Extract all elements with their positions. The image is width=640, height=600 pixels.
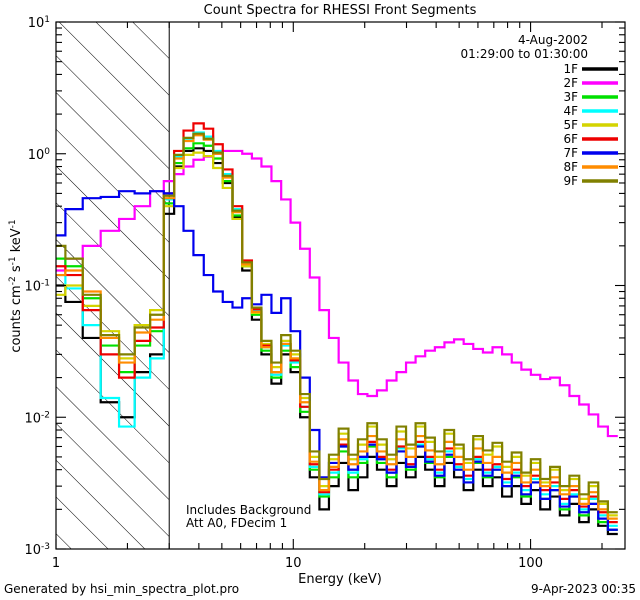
y-tick-label: 10-2 [24, 410, 50, 426]
spectra-curves [56, 122, 618, 536]
y-tick-label: 101 [28, 15, 50, 31]
y-axis-label-c: keV [9, 228, 24, 256]
y-axis-label-c-sup: -1 [8, 219, 18, 228]
x-tick-label: 1 [52, 556, 60, 571]
annotation-line-2: Att A0, FDecim 1 [186, 516, 287, 530]
y-axis-label-b-sup: -1 [8, 256, 18, 265]
legend-label-1F: 1F [563, 62, 578, 76]
legend-label-7F: 7F [563, 146, 578, 160]
legend-label-2F: 2F [563, 76, 578, 90]
y-tick-label: 100 [28, 147, 51, 163]
footer-right: 9-Apr-2023 00:35 [531, 582, 636, 596]
x-tick-label: 100 [518, 556, 543, 571]
x-axis-label: Energy (keV) [298, 572, 382, 587]
chart-title: Count Spectra for RHESSI Front Segments [204, 3, 477, 18]
legend-label-5F: 5F [563, 118, 578, 132]
observation-interval: 01:29:00 to 01:30:00 [461, 47, 588, 61]
annotation-line-1: Includes Background [186, 503, 311, 517]
y-tick-label: 10-3 [24, 542, 50, 558]
legend-label-9F: 9F [563, 174, 578, 188]
y-axis-label-a-sup: -2 [8, 276, 18, 285]
legend-label-3F: 3F [563, 90, 578, 104]
x-tick-labels: 1 10 100 [52, 556, 543, 571]
y-axis-label: counts cm-2 s-1 keV-1 [8, 219, 24, 352]
observation-date: 4-Aug-2002 [518, 33, 588, 47]
footer-left: Generated by hsi_min_spectra_plot.pro [4, 582, 239, 596]
y-axis-label-a: counts cm [9, 285, 24, 352]
y-tick-label: 10-1 [24, 279, 50, 295]
x-tick-label: 10 [285, 556, 302, 571]
y-axis-label-b: s [9, 265, 24, 276]
legend-label-8F: 8F [563, 160, 578, 174]
legend-label-6F: 6F [563, 132, 578, 146]
series-9F [56, 132, 618, 514]
y-tick-labels: 101 100 10-1 10-2 10-3 [24, 15, 50, 558]
axis-ticks [55, 21, 625, 550]
legend-label-4F: 4F [563, 104, 578, 118]
svg-text:counts cm-2 s-1 keV-1: counts cm-2 s-1 keV-1 [8, 219, 24, 352]
